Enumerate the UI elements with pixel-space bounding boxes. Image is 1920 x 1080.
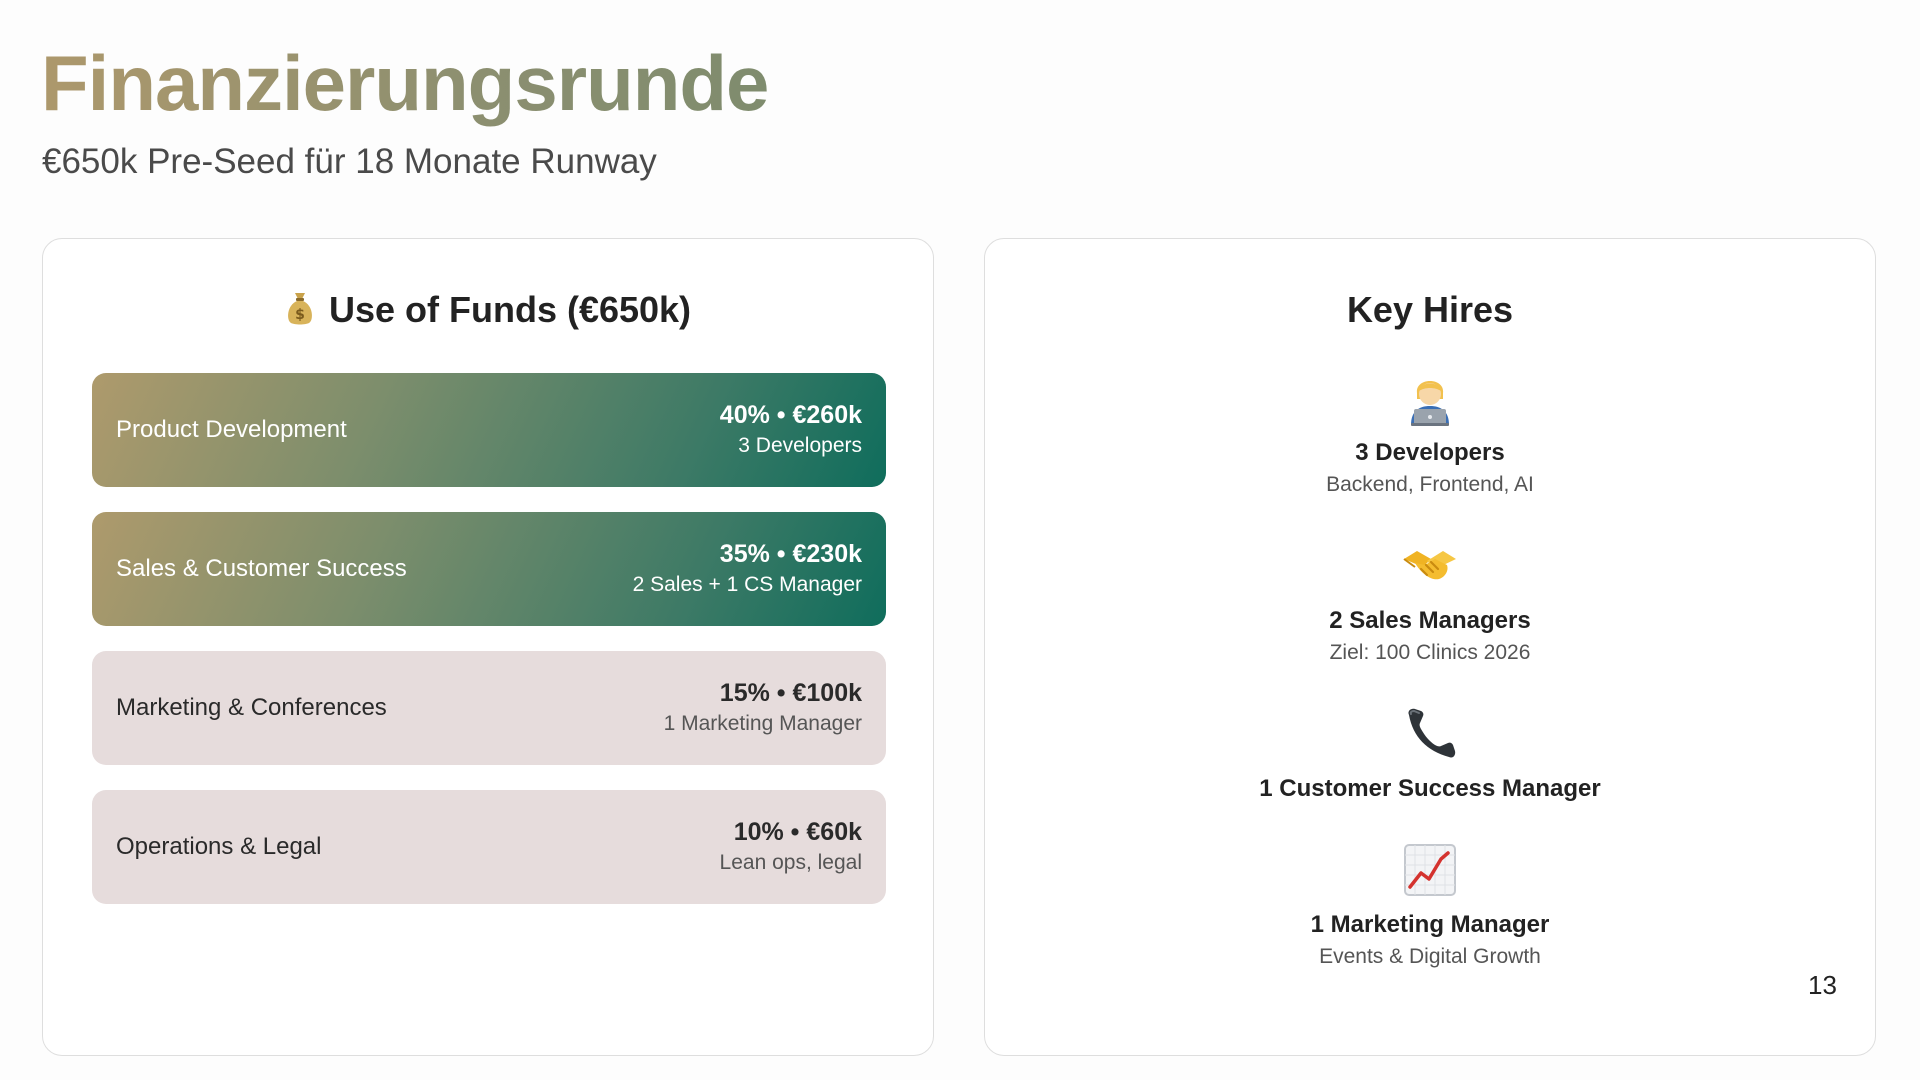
fund-list: Product Development 40% • €260k 3 Develo… bbox=[92, 373, 886, 929]
hire-list: 3 Developers Backend, Frontend, AI 2 Sal… bbox=[985, 369, 1875, 1009]
fund-amount: 40% • €260k bbox=[719, 401, 862, 429]
fund-meta: 35% • €230k 2 Sales + 1 CS Manager bbox=[633, 538, 862, 600]
hire-item-marketing-manager: 1 Marketing Manager Events & Digital Gro… bbox=[985, 841, 1875, 973]
fund-note: 2 Sales + 1 CS Manager bbox=[632, 573, 862, 596]
key-hires-heading: Key Hires bbox=[1346, 289, 1514, 330]
fund-item-sales-customer-success: Sales & Customer Success 35% • €230k 2 S… bbox=[92, 512, 886, 626]
fund-meta: 10% • €60k Lean ops, legal bbox=[720, 816, 862, 878]
fund-label: Operations & Legal bbox=[116, 833, 322, 860]
fund-label: Product Development bbox=[116, 416, 347, 443]
developer-icon bbox=[1411, 381, 1449, 426]
money-bag-icon: $ bbox=[288, 293, 312, 325]
hire-item-customer-success-manager: 1 Customer Success Manager bbox=[985, 705, 1875, 805]
fund-note: 1 Marketing Manager bbox=[663, 712, 862, 735]
use-of-funds-heading-text: Use of Funds (€650k) bbox=[328, 289, 692, 330]
fund-note: Lean ops, legal bbox=[719, 851, 862, 874]
fund-amount: 35% • €230k bbox=[719, 540, 862, 568]
fund-item-product-development: Product Development 40% • €260k 3 Develo… bbox=[92, 373, 886, 487]
fund-meta: 40% • €260k 3 Developers bbox=[720, 399, 862, 461]
fund-item-marketing-conferences: Marketing & Conferences 15% • €100k 1 Ma… bbox=[92, 651, 886, 765]
fund-label: Marketing & Conferences bbox=[116, 694, 387, 721]
key-hires-card: Key Hires 3 Developers Backend, Frontend… bbox=[984, 238, 1876, 1056]
fund-amount: 15% • €100k bbox=[719, 679, 862, 707]
hire-subtitle: Ziel: 100 Clinics 2026 bbox=[1329, 641, 1531, 664]
handshake-icon bbox=[1403, 551, 1456, 580]
slide-title: Finanzierungsrunde bbox=[41, 39, 769, 127]
fund-meta: 15% • €100k 1 Marketing Manager bbox=[664, 677, 862, 739]
fund-item-operations-legal: Operations & Legal 10% • €60k Lean ops, … bbox=[92, 790, 886, 904]
use-of-funds-heading: $ Use of Funds (€650k) bbox=[43, 289, 933, 331]
hire-item-sales-managers: 2 Sales Managers Ziel: 100 Clinics 2026 bbox=[985, 537, 1875, 669]
hire-subtitle: Events & Digital Growth bbox=[1319, 945, 1541, 968]
svg-text:$: $ bbox=[295, 307, 305, 323]
use-of-funds-card: $ Use of Funds (€650k) Product Developme… bbox=[42, 238, 934, 1056]
hire-title: 2 Sales Managers bbox=[1329, 607, 1531, 634]
hire-title: 3 Developers bbox=[1355, 439, 1505, 466]
fund-amount: 10% • €60k bbox=[733, 818, 862, 846]
hire-subtitle: Backend, Frontend, AI bbox=[1326, 473, 1534, 496]
hire-title: 1 Marketing Manager bbox=[1310, 911, 1550, 938]
page-number: 13 bbox=[1808, 970, 1837, 1000]
fund-note: 3 Developers bbox=[738, 434, 862, 457]
chart-increasing-icon bbox=[1404, 844, 1456, 896]
fund-label: Sales & Customer Success bbox=[116, 555, 407, 582]
hire-item-developers: 3 Developers Backend, Frontend, AI bbox=[985, 369, 1875, 501]
telephone-icon bbox=[1408, 708, 1456, 758]
slide-subtitle: €650k Pre-Seed für 18 Monate Runway bbox=[42, 142, 657, 181]
hire-title: 1 Customer Success Manager bbox=[1259, 775, 1601, 802]
